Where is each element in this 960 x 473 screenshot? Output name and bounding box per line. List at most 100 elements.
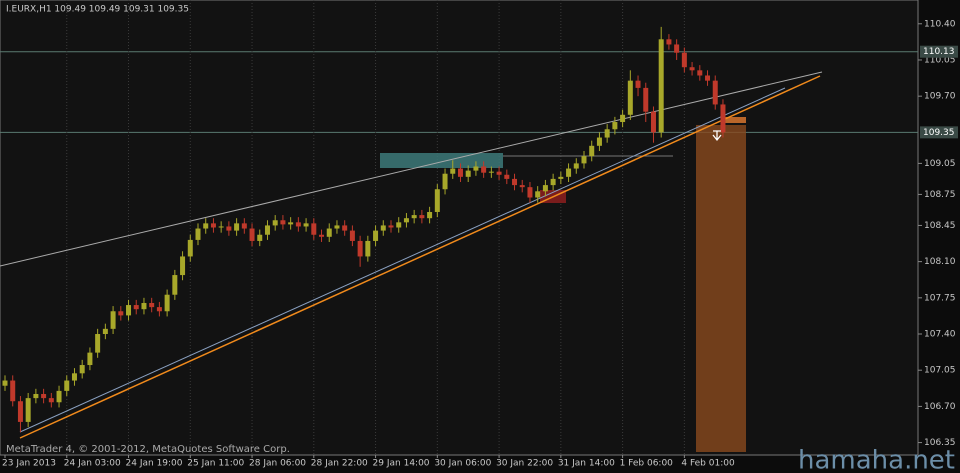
- candle-body: [164, 294, 170, 312]
- candle-body: [581, 156, 587, 164]
- y-tick-label: 107.75: [924, 293, 956, 303]
- candle-body: [573, 163, 579, 169]
- y-tick-label: 108.45: [924, 221, 956, 231]
- candle-body: [110, 311, 116, 329]
- x-tick-label: 30 Jan 22:00: [496, 459, 553, 469]
- x-tick-label: 30 Jan 06:00: [434, 459, 491, 469]
- y-tick-label: 110.40: [924, 19, 956, 29]
- x-tick-label: 1 Feb 06:00: [620, 459, 674, 469]
- plot-area: [0, 0, 919, 456]
- price-label-box: [920, 45, 958, 58]
- zone-box: [724, 117, 746, 123]
- candle-body: [411, 215, 417, 219]
- candle-body: [457, 168, 463, 177]
- candle-body: [596, 137, 602, 146]
- chart-title: I.EURX,H1 109.49 109.49 109.31 109.35: [6, 5, 189, 15]
- candle-body: [25, 398, 31, 422]
- candle-body: [427, 211, 433, 219]
- candle-body: [272, 220, 278, 226]
- candle-body: [666, 39, 672, 45]
- candle-body: [627, 80, 633, 115]
- candle-body: [388, 225, 394, 228]
- candle-body: [442, 173, 448, 190]
- candle-body: [210, 223, 216, 228]
- x-tick-label: 28 Jan 22:00: [311, 459, 368, 469]
- candle-body: [241, 223, 247, 229]
- candle-body: [604, 129, 610, 138]
- candle-body: [496, 171, 502, 175]
- candle-body: [380, 225, 386, 231]
- candle-body: [156, 307, 162, 312]
- zone-box: [380, 153, 503, 168]
- footer: MetaTrader 4, © 2001-2012, MetaQuotes So…: [6, 444, 290, 455]
- grid: [0, 0, 918, 455]
- candle-body: [41, 393, 47, 399]
- x-tick-label: 4 Feb 01:00: [681, 459, 735, 469]
- candle-body: [681, 52, 687, 68]
- candle-body: [720, 104, 726, 133]
- candle-body: [102, 328, 108, 335]
- candle-body: [257, 234, 263, 241]
- candle-body: [650, 111, 656, 133]
- candle-body: [234, 223, 240, 231]
- price-label: 109.35: [923, 128, 955, 138]
- y-tick-label: 106.35: [924, 438, 956, 448]
- trend-line: [0, 71, 823, 267]
- candle-body: [95, 334, 101, 353]
- y-tick-label: 107.05: [924, 366, 956, 376]
- candle-body: [535, 191, 541, 198]
- y-tick-label: 110.05: [924, 55, 956, 65]
- candle-body: [195, 228, 201, 240]
- candle-body: [303, 223, 309, 227]
- watermark: hamaha.net: [798, 446, 955, 473]
- x-tick-label: 24 Jan 03:00: [64, 459, 121, 469]
- candle-body: [218, 226, 224, 228]
- candle-body: [689, 67, 695, 71]
- candle-body: [349, 230, 355, 241]
- candles: [2, 26, 726, 433]
- candle-body: [527, 187, 533, 198]
- candle-body: [133, 305, 139, 310]
- candle-body: [149, 302, 155, 308]
- candle-body: [172, 275, 178, 295]
- candle-body: [141, 302, 147, 310]
- candle-body: [373, 230, 379, 241]
- sell-arrow: [712, 130, 722, 142]
- trend-line: [19, 87, 786, 433]
- y-tick-label: 106.70: [924, 402, 956, 412]
- candle-body: [319, 234, 325, 237]
- candle-body: [295, 222, 301, 227]
- candle-body: [365, 240, 371, 257]
- candle-body: [674, 44, 680, 53]
- candle-body: [2, 380, 8, 386]
- candle-body: [473, 166, 479, 171]
- candle-body: [249, 228, 255, 241]
- x-tick-label: 31 Jan 14:00: [558, 459, 615, 469]
- candle-body: [203, 223, 209, 229]
- candle-body: [419, 215, 425, 219]
- y-tick-label: 107.40: [924, 330, 956, 340]
- candle-body: [643, 87, 649, 112]
- candle-body: [658, 39, 664, 133]
- candle-body: [488, 171, 494, 173]
- candle-body: [180, 256, 186, 276]
- candle-body: [450, 168, 456, 174]
- candle-body: [10, 380, 16, 402]
- candle-body: [434, 189, 440, 212]
- y-tick-label: 109.05: [924, 159, 956, 169]
- candle-body: [403, 218, 409, 223]
- candle-body: [326, 228, 332, 237]
- price-label: 110.13: [923, 47, 955, 57]
- candle-body: [87, 352, 93, 366]
- candle-body: [56, 390, 62, 403]
- candle-body: [542, 185, 548, 192]
- x-tick-label: 29 Jan 14:00: [373, 459, 430, 469]
- candle-body: [33, 393, 39, 399]
- candle-body: [697, 70, 703, 76]
- candle-body: [357, 240, 363, 257]
- x-tick-label: 28 Jan 06:00: [249, 459, 306, 469]
- candle-body: [126, 305, 132, 316]
- candle-body: [465, 170, 471, 177]
